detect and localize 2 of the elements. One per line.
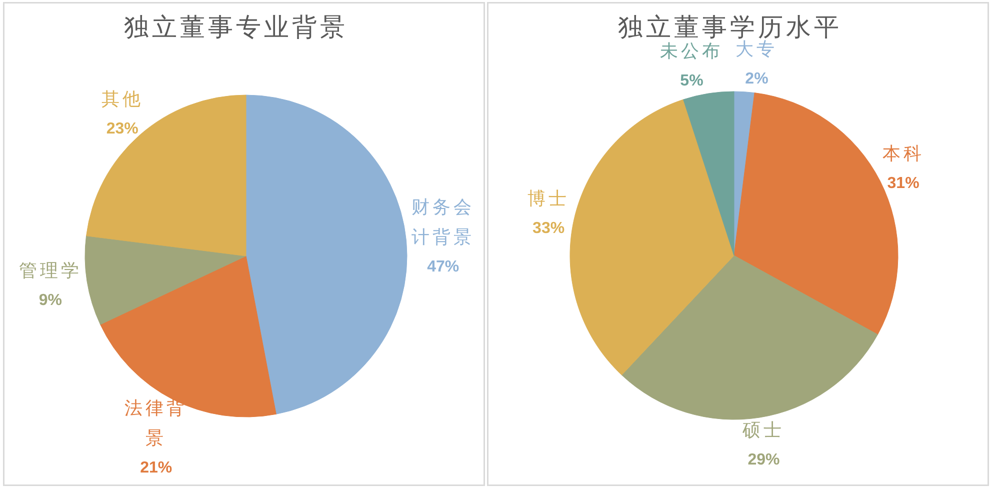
chart-title: 独立董事学历水平 xyxy=(618,14,842,42)
chart-title: 独立董事专业背景 xyxy=(124,14,348,42)
